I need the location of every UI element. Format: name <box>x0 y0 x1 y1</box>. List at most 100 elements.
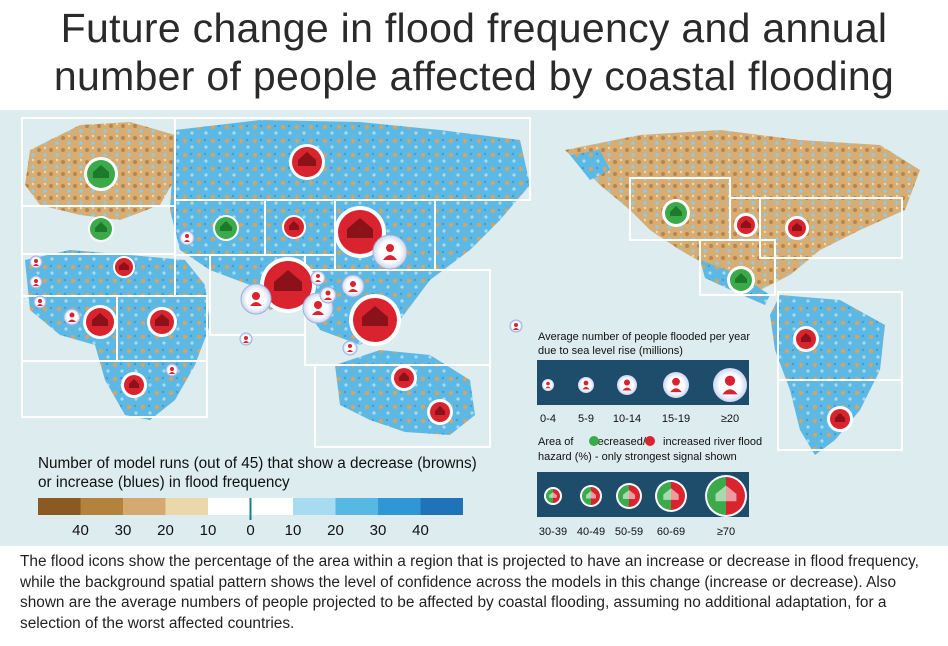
scale-swatch <box>335 498 378 515</box>
people-icon-vietnam <box>341 274 365 298</box>
flood-icon-sahara <box>113 256 135 278</box>
people-icon-india <box>240 283 272 315</box>
people-icons <box>29 230 523 377</box>
hazard-legend-icon <box>705 475 747 517</box>
scale-swatch <box>208 498 251 515</box>
people-icon-china <box>372 234 408 270</box>
people-legend-title-line2: due to sea level rise (millions) <box>538 345 683 357</box>
scale-swatch <box>293 498 336 515</box>
people-legend-label: 5-9 <box>578 413 594 425</box>
hazard-legend-label: 30-39 <box>539 526 567 538</box>
flood-icon-northern-asia <box>289 144 325 180</box>
scale-swatches <box>38 498 463 520</box>
flood-icon-europe-south <box>88 216 114 242</box>
people-icon-philippines <box>509 319 523 333</box>
hazard-legend: Area of decreased/ increased river flood… <box>537 436 762 538</box>
flood-icon-north-america-east-2 <box>785 216 809 240</box>
scale-swatch <box>123 498 166 515</box>
people-legend-icon <box>542 379 554 391</box>
scale-swatch <box>38 498 81 515</box>
australia-landmass <box>335 350 475 435</box>
people-legend-label: 10-14 <box>613 413 641 425</box>
hazard-legend-icon <box>655 480 687 512</box>
scale-ticks: 40 30 20 10 0 10 20 30 40 <box>72 522 429 539</box>
scale-tick-label: 10 <box>285 522 302 539</box>
hazard-legend-increased: increased river flood <box>663 436 762 448</box>
world-map: Number of model runs (out of 45) that sh… <box>21 117 920 539</box>
region-box-north-america-east <box>759 197 903 259</box>
hazard-legend-decreased: decreased/ <box>592 436 647 448</box>
flood-icon-europe-north <box>84 157 118 191</box>
region-box-central-america <box>699 239 776 296</box>
north-america-landmass <box>565 130 920 290</box>
frequency-scale: Number of model runs (out of 45) that sh… <box>38 455 477 539</box>
decrease-swatch-icon <box>589 436 599 446</box>
hazard-legend-label: ≥70 <box>717 526 735 538</box>
people-legend-title-line1: Average number of people flooded per yea… <box>538 331 750 343</box>
flood-icon-middle-east <box>213 215 239 241</box>
frequency-scale-label-line1: Number of model runs (out of 45) that sh… <box>38 455 477 472</box>
hazard-legend-icon <box>544 487 562 505</box>
people-legend-label: 0-4 <box>540 413 556 425</box>
scale-tick-label: 30 <box>370 522 387 539</box>
flood-icon-southeast-asia <box>349 294 401 346</box>
scale-swatch <box>378 498 421 515</box>
scale-tick-label: 20 <box>327 522 344 539</box>
hazard-legend-icons <box>544 475 747 517</box>
scale-swatch <box>250 498 293 515</box>
region-box-southern-africa <box>21 360 208 418</box>
hazard-legend-prefix: Area of <box>538 436 574 448</box>
people-legend-label: ≥20 <box>721 413 739 425</box>
flood-icon-west-africa <box>83 305 117 339</box>
flood-icon-amazon <box>793 326 819 352</box>
flood-icons <box>83 144 853 432</box>
increase-swatch-icon <box>645 436 655 446</box>
hazard-legend-label: 50-59 <box>615 526 643 538</box>
flood-icon-central-america <box>727 266 755 294</box>
people-icon-sri-lanka <box>239 332 253 346</box>
people-legend-icon <box>578 377 594 393</box>
scale-tick-label: 0 <box>246 522 254 539</box>
caption: The flood icons show the percentage of t… <box>20 553 919 632</box>
people-legend-labels: 0-4 5-9 10-14 15-19 ≥20 <box>540 413 739 425</box>
people-icon-west-africa-1 <box>29 255 43 269</box>
hazard-legend-label: 60-69 <box>657 526 685 538</box>
people-icon-thailand <box>319 286 337 304</box>
people-icon-mozambique <box>165 363 179 377</box>
page-title: Future change in flood frequency and ann… <box>0 4 948 100</box>
flood-icon-central-asia <box>282 215 306 239</box>
flood-icon-south-america-south <box>827 406 853 432</box>
scale-swatch <box>165 498 208 515</box>
scale-swatch <box>420 498 463 515</box>
hazard-legend-title-line1: Area of decreased/ increased river flood <box>538 436 762 448</box>
people-icon-west-africa-2 <box>29 275 43 289</box>
people-legend-icon <box>663 372 689 398</box>
hazard-legend-icon <box>616 483 642 509</box>
people-legend-icons <box>542 368 747 402</box>
people-icon-indonesia <box>342 340 358 356</box>
scale-tick-label: 10 <box>200 522 217 539</box>
hazard-legend-title-line2: hazard (%) - only strongest signal shown <box>538 451 737 463</box>
people-icon-myanmar <box>310 270 326 286</box>
people-legend-icon <box>713 368 747 402</box>
flood-icon-east-asia <box>334 206 386 258</box>
scale-swatch <box>80 498 123 515</box>
people-legend: Average number of people flooded per yea… <box>537 331 750 425</box>
hazard-legend-icon <box>580 485 602 507</box>
flood-icon-southern-africa <box>121 372 147 398</box>
continents <box>25 120 920 455</box>
scale-tick-label: 20 <box>157 522 174 539</box>
greenland-landmass <box>570 150 610 180</box>
flood-icon-south-asia <box>260 257 316 313</box>
people-icon-nigeria <box>63 308 81 326</box>
flood-icon-australia-south <box>427 399 453 425</box>
people-icon-egypt <box>179 230 195 246</box>
flood-icon-australia-north <box>391 365 417 391</box>
people-icon-west-africa-3 <box>33 295 47 309</box>
people-legend-label: 15-19 <box>662 413 690 425</box>
flood-icon-north-america-west <box>662 199 690 227</box>
hazard-legend-label: 40-49 <box>577 526 605 538</box>
title-line-1: Future change in flood frequency and ann… <box>60 5 888 51</box>
flood-icon-east-africa <box>147 307 177 337</box>
scale-tick-label: 30 <box>115 522 132 539</box>
